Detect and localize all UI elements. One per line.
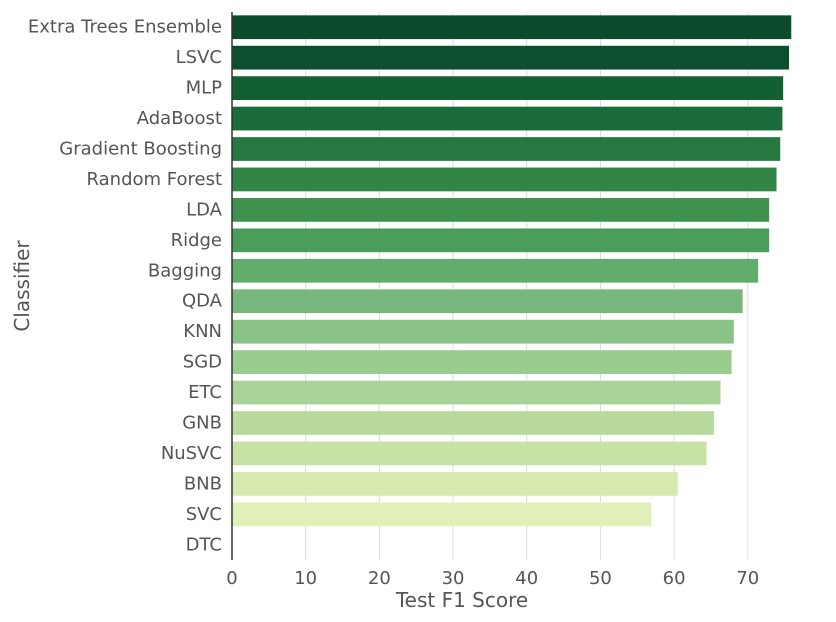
bar	[232, 167, 777, 192]
y-tick-label: SVC	[186, 504, 222, 525]
y-tick-label: SGD	[183, 352, 222, 373]
bar	[232, 106, 783, 131]
y-tick-label: ETC	[188, 382, 222, 403]
x-axis-title: Test F1 Score	[395, 588, 528, 612]
y-tick-label: LSVC	[176, 47, 222, 68]
bar	[232, 198, 770, 222]
y-tick-label: Gradient Boosting	[59, 139, 222, 160]
x-tick-label: 60	[663, 568, 686, 589]
y-tick-label: Random Forest	[87, 169, 222, 190]
bar	[232, 472, 678, 496]
bar	[232, 319, 734, 344]
x-tick-label: 30	[442, 568, 465, 589]
bar	[232, 350, 732, 374]
bar-layer	[232, 15, 792, 527]
x-tick-label: 70	[736, 568, 759, 589]
y-axis-title: Classifier	[10, 240, 34, 332]
y-tick-label: NuSVC	[161, 443, 222, 464]
x-tick-label: 20	[368, 568, 391, 589]
bar	[232, 502, 652, 527]
x-tick-label: 40	[515, 568, 538, 589]
y-tick-label: LDA	[186, 199, 223, 220]
y-tick-label: BNB	[184, 473, 222, 494]
y-tick-label: KNN	[183, 321, 222, 342]
y-tick-label: DTC	[186, 534, 222, 555]
bar	[232, 380, 721, 405]
grid-layer	[305, 12, 749, 560]
bar	[232, 15, 792, 40]
y-tick-label: GNB	[182, 413, 222, 434]
y-tick-label: AdaBoost	[137, 108, 222, 129]
y-tick-label: Bagging	[148, 260, 222, 281]
y-tick-label: QDA	[182, 291, 223, 312]
bar	[232, 228, 770, 253]
label-layer: Extra Trees Ensemble LSVC MLP AdaBoost Gradi…	[28, 17, 759, 589]
bar	[232, 258, 759, 283]
y-tick-label: Ridge	[171, 230, 222, 251]
bar	[232, 411, 714, 435]
bar	[232, 45, 790, 70]
y-tick-label: MLP	[186, 78, 223, 99]
bar	[232, 137, 781, 161]
y-tick-label: Extra Trees Ensemble	[28, 17, 222, 38]
x-tick-label: 50	[589, 568, 612, 589]
bar	[232, 76, 784, 100]
x-tick-label: 0	[226, 568, 237, 589]
bar	[232, 441, 707, 466]
bar	[232, 289, 743, 314]
x-tick-label: 10	[294, 568, 317, 589]
